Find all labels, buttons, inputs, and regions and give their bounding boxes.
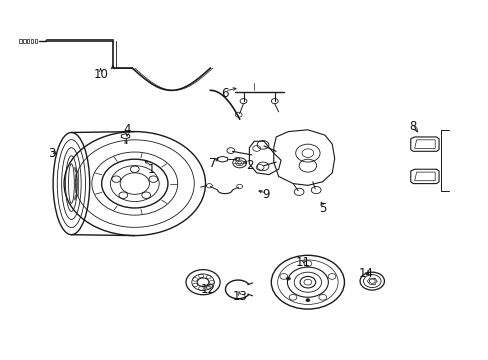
Text: 2: 2 bbox=[245, 159, 253, 172]
Text: 11: 11 bbox=[295, 256, 310, 269]
Text: 13: 13 bbox=[232, 290, 246, 303]
Text: 6: 6 bbox=[221, 87, 228, 100]
Bar bbox=[31, 39, 33, 43]
Text: 5: 5 bbox=[318, 202, 325, 215]
Text: 3: 3 bbox=[48, 147, 56, 159]
Text: 14: 14 bbox=[358, 267, 373, 280]
Bar bbox=[19, 39, 21, 43]
Bar bbox=[23, 39, 25, 43]
Circle shape bbox=[286, 277, 290, 280]
Bar bbox=[35, 39, 37, 43]
Text: 9: 9 bbox=[262, 188, 270, 201]
Text: 12: 12 bbox=[200, 283, 215, 296]
Text: 10: 10 bbox=[93, 68, 108, 81]
Text: 7: 7 bbox=[209, 157, 216, 170]
Bar bbox=[27, 39, 29, 43]
Text: 4: 4 bbox=[123, 123, 131, 136]
Circle shape bbox=[305, 299, 309, 302]
Text: 8: 8 bbox=[408, 120, 416, 133]
Text: 1: 1 bbox=[148, 163, 155, 176]
